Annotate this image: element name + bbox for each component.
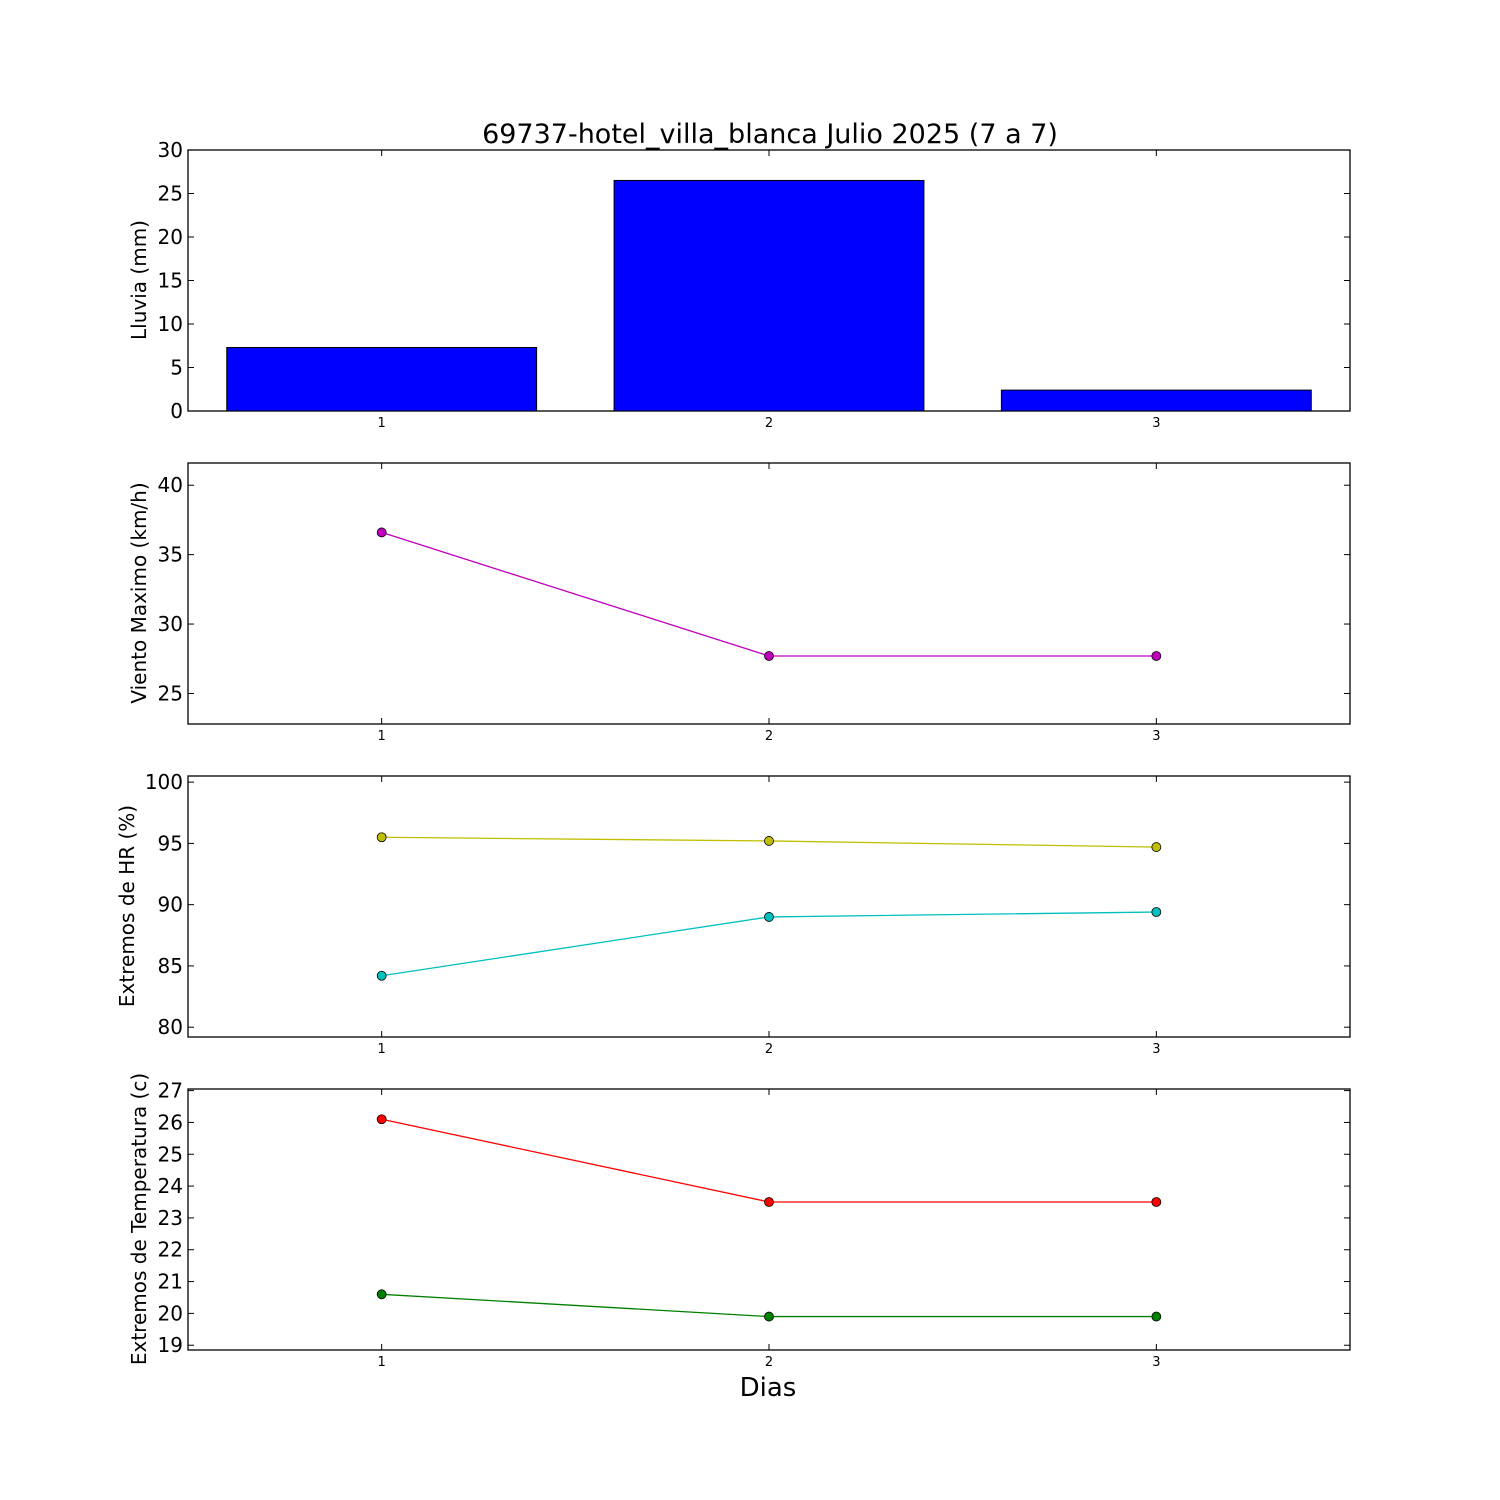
x-tick-label: 2 xyxy=(765,1355,773,1370)
y-tick-label: 30 xyxy=(158,612,183,636)
y-tick-label: 85 xyxy=(158,954,183,978)
x-tick-label: 3 xyxy=(1152,729,1160,744)
y-tick-label: 35 xyxy=(158,543,183,567)
data-point xyxy=(376,970,387,981)
y-tick-label: 30 xyxy=(158,138,183,162)
data-point xyxy=(376,1289,387,1300)
y-tick-label: 90 xyxy=(158,893,183,917)
x-tick-label: 1 xyxy=(378,1042,386,1057)
y-tick-label: 22 xyxy=(158,1238,183,1262)
temperature-y-axis-label: Extremos de Temperatura (c) xyxy=(127,1073,151,1365)
data-point xyxy=(764,1311,774,1322)
x-tick-label: 1 xyxy=(378,729,386,744)
data-point xyxy=(764,912,774,922)
data-point xyxy=(764,836,774,846)
data-point xyxy=(1151,842,1162,852)
data-point xyxy=(1151,1311,1162,1322)
rain-bar xyxy=(613,179,925,412)
x-tick-label: 2 xyxy=(765,729,773,744)
y-tick-label: 25 xyxy=(158,681,183,705)
y-tick-label: 10 xyxy=(158,312,183,336)
x-tick-label: 3 xyxy=(1152,1042,1160,1057)
y-tick-label: 15 xyxy=(158,269,183,293)
x-tick-label: 1 xyxy=(378,1355,386,1370)
y-tick-label: 20 xyxy=(158,225,183,249)
x-tick-label: 3 xyxy=(1152,1355,1160,1370)
y-tick-label: 80 xyxy=(158,1015,183,1039)
y-tick-label: 0 xyxy=(170,399,183,423)
data-point xyxy=(1151,1197,1162,1207)
rain-bar xyxy=(1000,389,1312,412)
data-point xyxy=(376,1114,387,1125)
y-tick-label: 23 xyxy=(158,1206,183,1230)
data-point xyxy=(1151,907,1162,917)
y-tick-label: 95 xyxy=(158,831,183,855)
wind-panel: Viento Maximo (km/h) 25 30 35 40 1 2 3 xyxy=(127,462,1351,744)
x-axis-label: Dias xyxy=(740,1373,797,1403)
y-tick-label: 24 xyxy=(158,1174,183,1198)
y-tick-label: 100 xyxy=(145,770,183,794)
x-tick-label: 1 xyxy=(378,416,386,431)
chart-title: 69737-hotel_villa_blanca Julio 2025 (7 a… xyxy=(482,119,1058,150)
humidity-panel: Extremos de HR (%) 80 85 90 95 100 1 2 3 xyxy=(115,770,1351,1057)
y-tick-label: 25 xyxy=(158,182,183,206)
data-point xyxy=(376,527,387,538)
data-point xyxy=(764,1197,774,1207)
rain-y-axis-label: Lluvia (mm) xyxy=(127,220,151,340)
y-tick-label: 21 xyxy=(158,1270,183,1294)
data-point xyxy=(1151,651,1162,661)
humidity-y-axis-label: Extremos de HR (%) xyxy=(115,805,139,1007)
y-tick-label: 26 xyxy=(158,1110,183,1134)
rain-bar xyxy=(226,346,538,412)
data-point xyxy=(764,651,774,661)
x-tick-label: 2 xyxy=(765,1042,773,1057)
x-tick-label: 2 xyxy=(765,416,773,431)
x-tick-label: 3 xyxy=(1152,416,1160,431)
wind-y-axis-label: Viento Maximo (km/h) xyxy=(127,482,151,703)
y-tick-label: 5 xyxy=(170,356,183,380)
y-tick-label: 40 xyxy=(158,473,183,497)
y-tick-label: 19 xyxy=(158,1333,183,1357)
y-tick-label: 27 xyxy=(158,1079,183,1103)
temperature-panel: Extremos de Temperatura (c) Dias 1920212… xyxy=(127,1073,1351,1403)
y-tick-label: 20 xyxy=(158,1301,183,1325)
rain-panel: Lluvia (mm) 0 5 10 15 20 25 30 1 2 3 xyxy=(127,138,1351,431)
y-tick-label: 25 xyxy=(158,1142,183,1166)
data-point xyxy=(376,832,387,843)
